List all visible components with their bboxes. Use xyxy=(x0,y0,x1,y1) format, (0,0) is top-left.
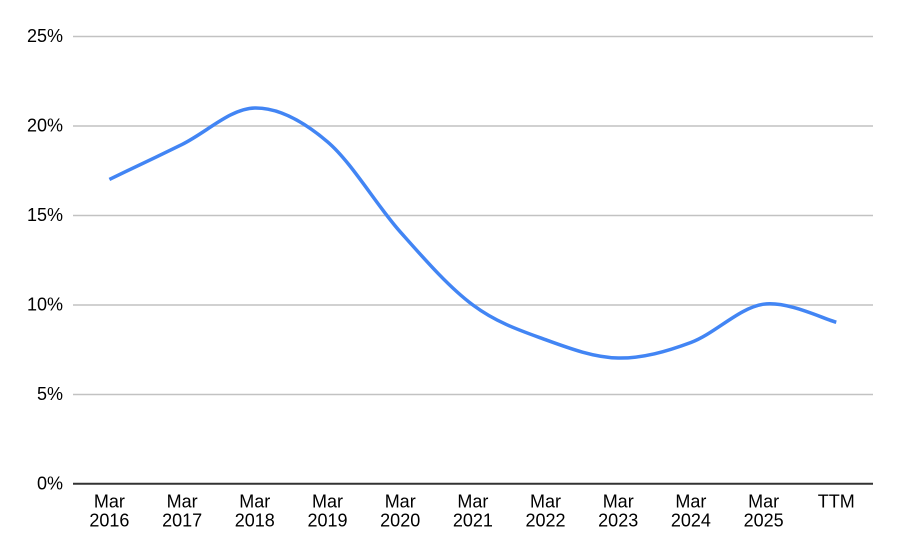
svg-text:5%: 5% xyxy=(37,384,63,404)
svg-text:2019: 2019 xyxy=(307,510,347,530)
svg-text:Mar: Mar xyxy=(603,492,634,512)
svg-text:2023: 2023 xyxy=(598,510,638,530)
svg-text:2021: 2021 xyxy=(453,510,493,530)
svg-text:2017: 2017 xyxy=(162,510,202,530)
svg-text:Mar: Mar xyxy=(530,492,561,512)
svg-text:2025: 2025 xyxy=(744,510,784,530)
svg-text:2022: 2022 xyxy=(525,510,565,530)
svg-text:10%: 10% xyxy=(27,295,63,315)
svg-text:Mar: Mar xyxy=(457,492,488,512)
svg-text:2024: 2024 xyxy=(671,510,711,530)
svg-text:Mar: Mar xyxy=(239,492,270,512)
svg-text:Mar: Mar xyxy=(167,492,198,512)
svg-text:15%: 15% xyxy=(27,205,63,225)
svg-text:2016: 2016 xyxy=(89,510,129,530)
svg-text:25%: 25% xyxy=(27,26,63,46)
svg-text:Mar: Mar xyxy=(675,492,706,512)
svg-text:0%: 0% xyxy=(37,474,63,494)
svg-text:Mar: Mar xyxy=(385,492,416,512)
svg-text:TTM: TTM xyxy=(818,492,855,512)
svg-text:Mar: Mar xyxy=(94,492,125,512)
svg-text:2018: 2018 xyxy=(235,510,275,530)
svg-text:2020: 2020 xyxy=(380,510,420,530)
svg-text:20%: 20% xyxy=(27,116,63,136)
svg-text:Mar: Mar xyxy=(748,492,779,512)
svg-text:Mar: Mar xyxy=(312,492,343,512)
